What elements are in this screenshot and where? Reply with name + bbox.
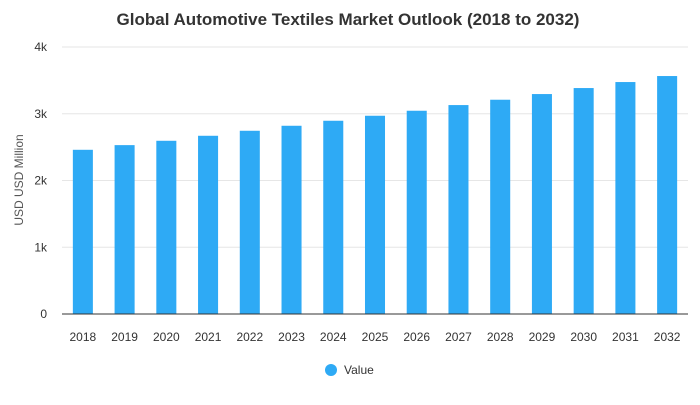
x-tick-label-2021: 2021 [195, 330, 222, 344]
bar-2031[interactable] [615, 82, 636, 314]
legend[interactable]: Value [325, 363, 374, 377]
bar-2030[interactable] [573, 88, 594, 315]
bar-2019[interactable] [114, 145, 135, 314]
bar-2026[interactable] [406, 110, 427, 314]
y-tick-label: 0 [40, 307, 47, 321]
x-axis-ticks: 2018 2019 2020 2021 2022 2023 2024 2025 2026 2027… [70, 330, 681, 344]
x-tick-label-2019: 2019 [111, 330, 138, 344]
bar-2022[interactable] [239, 130, 260, 314]
y-tick-label: 3k [34, 107, 48, 121]
x-tick-label-2031: 2031 [612, 330, 639, 344]
bar-2023[interactable] [281, 125, 302, 314]
x-tick-label-2026: 2026 [403, 330, 430, 344]
chart-title: Global Automotive Textiles Market Outloo… [117, 10, 580, 29]
bar-2018[interactable] [72, 149, 93, 314]
y-axis-ticks: 0 1k 2k 3k 4k [34, 40, 48, 321]
bar-2020[interactable] [156, 140, 177, 314]
x-tick-label-2020: 2020 [153, 330, 180, 344]
x-tick-label-2032: 2032 [654, 330, 681, 344]
y-axis-title: USD USD Million [12, 134, 26, 225]
bar-2025[interactable] [364, 115, 386, 314]
y-tick-label: 4k [34, 40, 48, 54]
x-tick-label-2018: 2018 [70, 330, 97, 344]
x-tick-label-2028: 2028 [487, 330, 514, 344]
x-tick-label-2029: 2029 [529, 330, 556, 344]
bar-2028[interactable] [490, 99, 511, 314]
x-tick-label-2024: 2024 [320, 330, 347, 344]
x-tick-label-2022: 2022 [236, 330, 263, 344]
x-tick-label-2030: 2030 [570, 330, 597, 344]
bar-2032[interactable] [657, 76, 678, 314]
x-tick-label-2025: 2025 [362, 330, 389, 344]
bar-2029[interactable] [531, 94, 552, 314]
x-tick-label-2023: 2023 [278, 330, 305, 344]
x-tick-label-2027: 2027 [445, 330, 472, 344]
legend-swatch-value [325, 364, 337, 376]
bars [72, 76, 678, 315]
legend-label-value: Value [344, 363, 374, 377]
y-tick-label: 1k [34, 240, 48, 254]
y-tick-label: 2k [34, 174, 48, 188]
bar-2024[interactable] [323, 120, 344, 314]
bar-2021[interactable] [198, 135, 219, 314]
bar-2027[interactable] [448, 105, 469, 314]
